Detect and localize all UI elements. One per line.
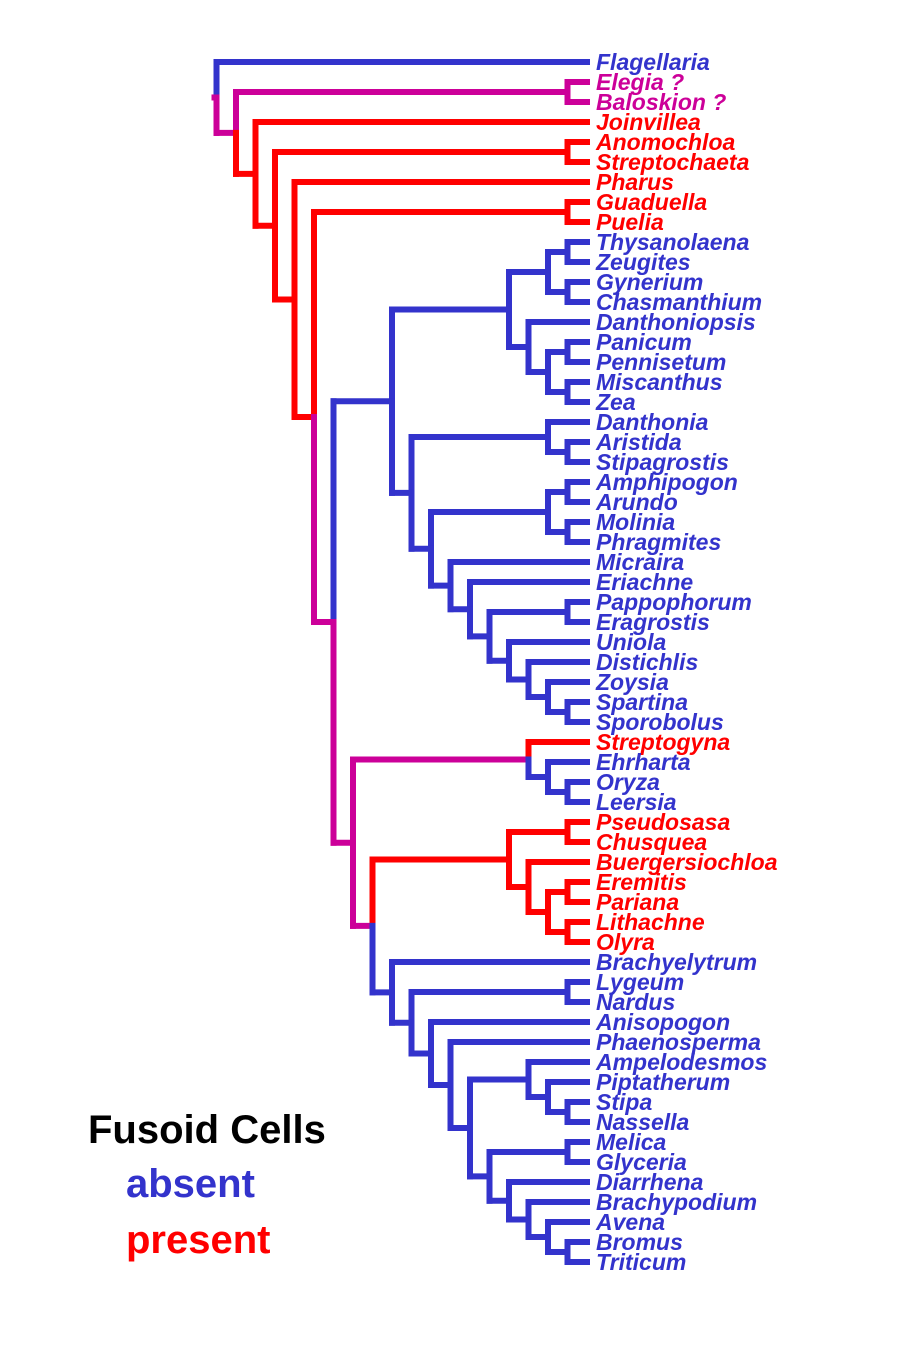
- taxon-label: Stipa: [596, 1089, 652, 1115]
- taxon-label: Elegia ?: [596, 69, 684, 95]
- taxon-label: Bromus: [596, 1229, 683, 1255]
- taxon-label: Glyceria: [596, 1149, 687, 1175]
- taxon-label: Stipagrostis: [596, 449, 729, 475]
- taxon-label: Panicum: [596, 329, 692, 355]
- taxon-label: Pennisetum: [596, 349, 726, 375]
- taxon-label: Amphipogon: [595, 469, 738, 495]
- taxon-label: Danthoniopsis: [596, 309, 756, 335]
- tree-branches: [211, 59, 590, 1265]
- taxon-label: Flagellaria: [596, 49, 710, 75]
- taxon-label: Nardus: [596, 989, 675, 1015]
- taxon-label: Arundo: [595, 489, 678, 515]
- taxon-label: Leersia: [596, 789, 677, 815]
- taxon-label: Oryza: [596, 769, 660, 795]
- taxon-label: Ehrharta: [596, 749, 691, 775]
- taxon-label: Spartina: [596, 689, 688, 715]
- taxon-label: Buergersiochloa: [596, 849, 778, 875]
- legend: Fusoid Cells absent present: [88, 1104, 326, 1268]
- taxon-label: Olyra: [596, 929, 655, 955]
- taxon-label: Chasmanthium: [596, 289, 762, 315]
- taxon-label: Miscanthus: [596, 369, 723, 395]
- taxon-label: Pariana: [596, 889, 679, 915]
- taxon-label: Melica: [596, 1129, 667, 1155]
- legend-absent: absent: [126, 1162, 255, 1206]
- taxon-label: Ampelodesmos: [595, 1049, 767, 1075]
- taxon-label: Phaenosperma: [596, 1029, 761, 1055]
- taxon-label: Streptochaeta: [596, 149, 750, 175]
- taxon-label: Chusquea: [596, 829, 707, 855]
- taxon-label: Eremitis: [596, 869, 687, 895]
- taxon-label: Pseudosasa: [596, 809, 730, 835]
- taxon-label: Avena: [595, 1209, 665, 1235]
- legend-present: present: [126, 1218, 271, 1262]
- taxon-label: Diarrhena: [596, 1169, 704, 1195]
- taxon-label: Danthonia: [596, 409, 709, 435]
- taxon-label: Aristida: [595, 429, 682, 455]
- taxon-label: Eragrostis: [596, 609, 710, 635]
- taxon-label: Lygeum: [596, 969, 684, 995]
- taxon-label: Distichlis: [596, 649, 698, 675]
- taxon-label: Sporobolus: [596, 709, 724, 735]
- taxon-label: Piptatherum: [596, 1069, 730, 1095]
- taxon-label: Zoysia: [595, 669, 669, 695]
- taxon-label: Pappophorum: [596, 589, 752, 615]
- taxon-label: Pharus: [596, 169, 674, 195]
- taxon-label: Phragmites: [596, 529, 721, 555]
- taxon-label: Eriachne: [596, 569, 693, 595]
- taxon-label: Baloskion ?: [596, 89, 726, 115]
- taxon-label: Thysanolaena: [596, 229, 750, 255]
- taxon-label: Guaduella: [596, 189, 707, 215]
- taxon-label: Joinvillea: [596, 109, 701, 135]
- taxon-label: Lithachne: [596, 909, 705, 935]
- taxon-label: Micraira: [596, 549, 684, 575]
- taxon-label: Anisopogon: [595, 1009, 730, 1035]
- taxon-label: Anomochloa: [595, 129, 735, 155]
- taxon-label: Nassella: [596, 1109, 690, 1135]
- legend-title: Fusoid Cells: [88, 1108, 326, 1152]
- taxon-label: Streptogyna: [596, 729, 730, 755]
- taxon-label: Brachypodium: [596, 1189, 757, 1215]
- taxon-label: Uniola: [596, 629, 666, 655]
- taxon-label: Puelia: [596, 209, 664, 235]
- taxon-label: Gynerium: [596, 269, 703, 295]
- taxon-label: Zeugites: [595, 249, 691, 275]
- taxon-label: Triticum: [596, 1249, 686, 1275]
- taxon-label: Brachyelytrum: [596, 949, 757, 975]
- taxon-label: Molinia: [596, 509, 675, 535]
- taxon-label: Zea: [595, 389, 636, 415]
